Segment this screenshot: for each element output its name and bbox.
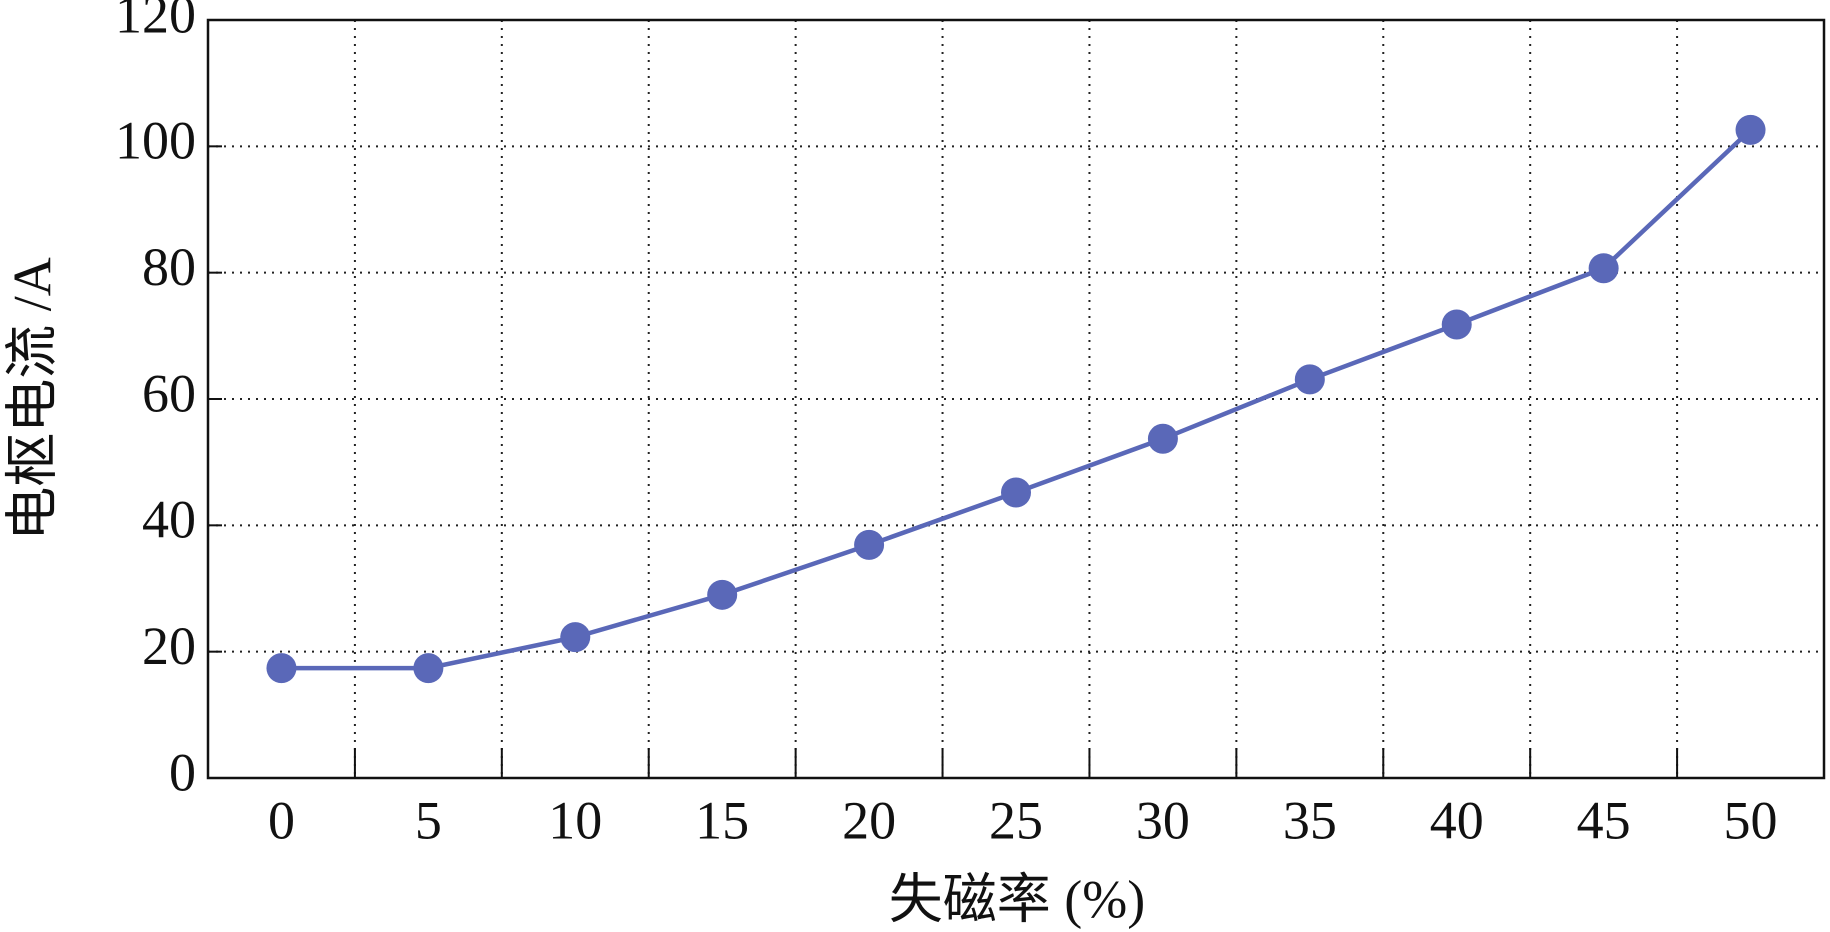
data-point: [854, 529, 885, 560]
data-point: [1588, 253, 1619, 284]
x-tick-label: 20: [842, 790, 896, 850]
plot-frame: [206, 18, 1826, 780]
x-tick-label: 25: [989, 790, 1043, 850]
data-point: [1294, 364, 1325, 395]
x-tick-label: 0: [268, 790, 295, 850]
x-tick-label: 10: [548, 790, 602, 850]
y-tick-label: 40: [142, 490, 196, 550]
x-tick-label: 50: [1724, 790, 1778, 850]
y-tick-label: 20: [142, 616, 196, 676]
y-axis-label: 电枢电流 /A: [2, 257, 62, 541]
data-point: [560, 622, 591, 653]
data-point: [266, 653, 297, 684]
data-point: [1147, 423, 1178, 454]
x-tick-label: 40: [1430, 790, 1484, 850]
x-tick-label: 35: [1283, 790, 1337, 850]
x-axis-label: 失磁率 (%): [889, 869, 1145, 929]
x-tick-label: 5: [415, 790, 442, 850]
data-point: [413, 653, 444, 684]
y-tick-label: 100: [115, 111, 196, 171]
x-tick-label: 30: [1136, 790, 1190, 850]
data-point: [1735, 114, 1766, 145]
y-tick-label: 0: [169, 742, 196, 802]
y-tick-label: 60: [142, 363, 196, 423]
data-point: [707, 579, 738, 610]
y-tick-label: 80: [142, 237, 196, 297]
x-tick-label: 45: [1577, 790, 1631, 850]
data-point: [1001, 477, 1031, 508]
data-point: [1441, 309, 1472, 340]
y-tick-label: 120: [115, 0, 196, 44]
x-tick-label: 15: [695, 790, 749, 850]
